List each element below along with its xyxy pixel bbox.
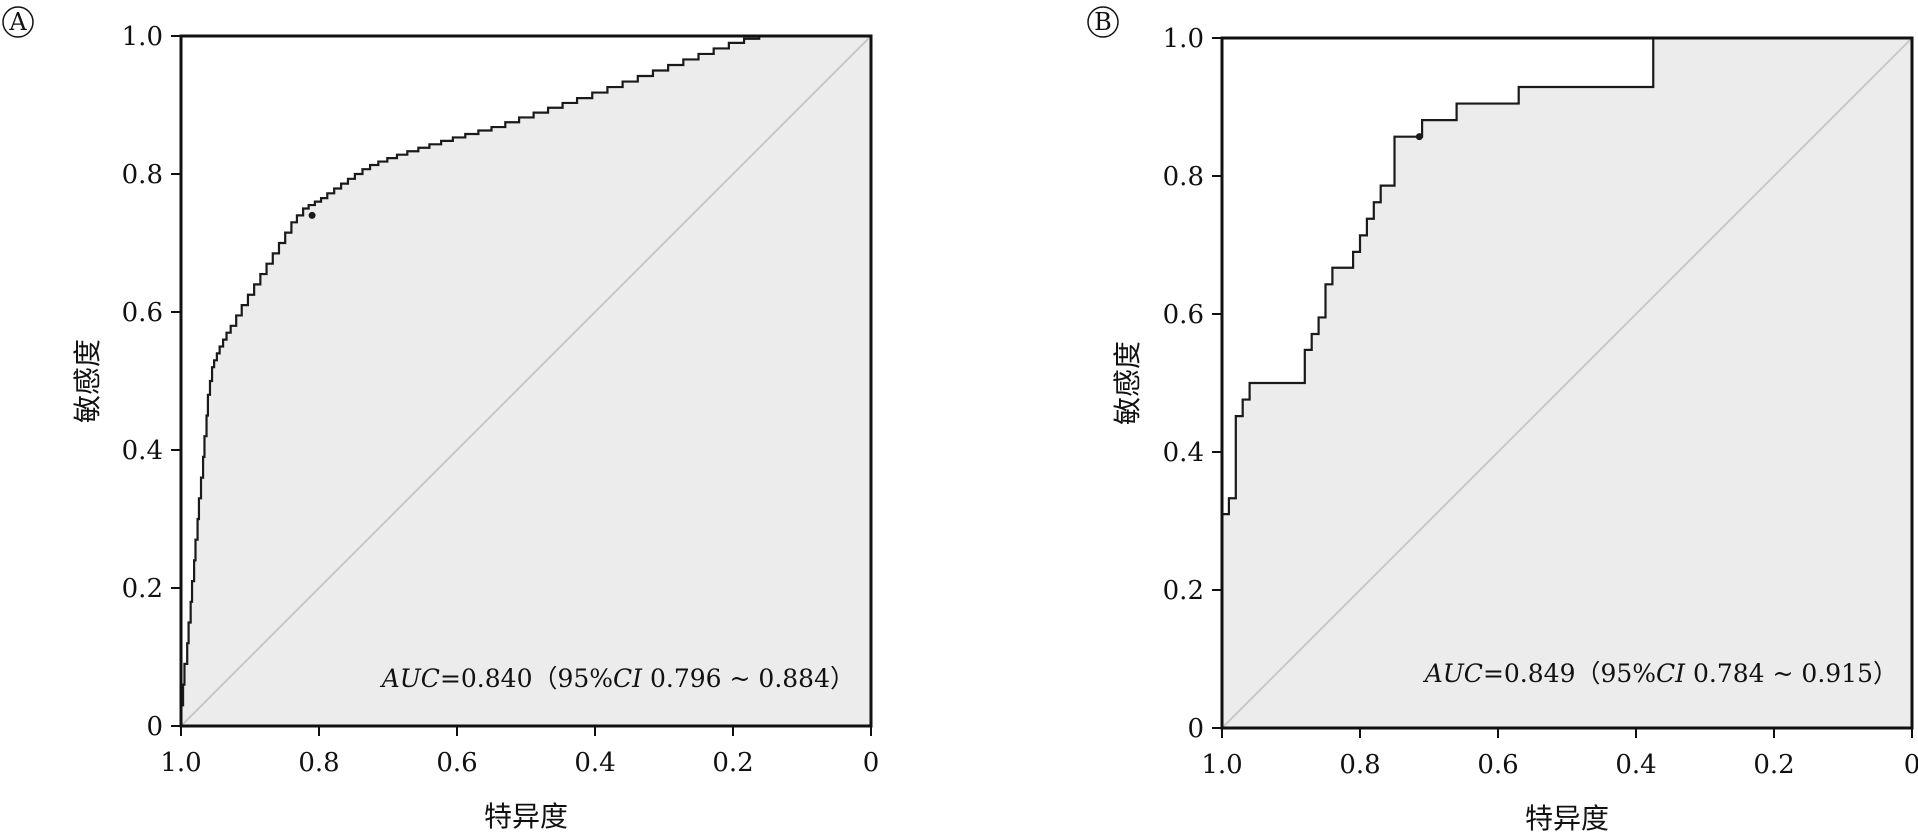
- x-tick-label: 0.6: [1477, 750, 1518, 780]
- x-tick-label: 0.2: [1753, 750, 1794, 780]
- auc-value: =0.840（95%: [440, 664, 613, 693]
- x-axis-title: 特异度: [1525, 802, 1609, 835]
- panel-label-text: A: [8, 8, 27, 36]
- x-tick-label: 0.6: [436, 748, 477, 778]
- x-tick-label: 1.0: [160, 748, 201, 778]
- ci-label: CI: [1656, 659, 1686, 688]
- ci-range: 0.784 ~ 0.915）: [1685, 659, 1898, 688]
- optimal-cutoff-point: [308, 211, 316, 219]
- y-tick-label: 0.6: [1163, 300, 1204, 330]
- x-tick-label: 1.0: [1201, 750, 1242, 780]
- panel-label-text: B: [1094, 8, 1112, 36]
- auc-annotation: AUC=0.849（95%CI 0.784 ~ 0.915）: [1423, 659, 1898, 688]
- y-tick-label: 0.4: [1163, 438, 1204, 468]
- panel-label: A: [2, 6, 34, 38]
- y-tick-label: 0.2: [122, 574, 163, 604]
- area-above-curve: [1222, 38, 1912, 728]
- x-axis-title: 特异度: [484, 800, 568, 833]
- plot-frame: [179, 34, 873, 728]
- roc-panel-b: B 1.0 0.8 0.6 0.4 0.2 0 0 0.2 0.4 0.6 0.8 1.0 特异度 敏感度 A…: [1087, 6, 1918, 835]
- panel-label-circle: [2, 6, 34, 38]
- reference-diagonal: [1221, 37, 1913, 729]
- ci-label: CI: [613, 664, 643, 693]
- auc-label: AUC: [1423, 659, 1483, 688]
- area-above-curve: [181, 36, 871, 726]
- y-tick-label: 0.8: [122, 160, 163, 190]
- y-tick-label: 0.8: [1163, 162, 1204, 192]
- y-tick-label: 1.0: [122, 22, 163, 52]
- roc-curve: [179, 34, 871, 726]
- x-tick-label: 0.8: [1339, 750, 1380, 780]
- x-tick-label: 0: [863, 748, 880, 778]
- optimal-cutoff-point: [1415, 133, 1423, 141]
- y-tick-label: 0.2: [1163, 576, 1204, 606]
- y-axis-title: 敏感度: [71, 339, 104, 423]
- x-tick-label: 0.8: [298, 748, 339, 778]
- panel-label: B: [1087, 6, 1119, 38]
- x-tick-label: 0.2: [712, 748, 753, 778]
- roc-curve: [1220, 36, 1912, 728]
- plot-frame: [1220, 36, 1914, 730]
- panel-label-circle: [1087, 6, 1119, 38]
- y-tick-label: 0.4: [122, 436, 163, 466]
- auc-annotation: AUC=0.840（95%CI 0.796 ~ 0.884）: [380, 664, 855, 693]
- reference-diagonal: [180, 35, 872, 727]
- y-tick-label: 1.0: [1163, 24, 1204, 54]
- x-tick-label: 0: [1904, 750, 1918, 780]
- x-tick-label: 0.4: [574, 748, 615, 778]
- auc-label: AUC: [380, 664, 440, 693]
- x-tick-label: 0.4: [1615, 750, 1656, 780]
- y-tick-label: 0: [146, 712, 163, 742]
- y-axis-title: 敏感度: [1111, 341, 1144, 425]
- auc-value: =0.849（95%: [1483, 659, 1656, 688]
- roc-panel-a: A 1.0 0.8 0.6 0.4 0.2 0 0 0.2 0.4 0.6 0.8 1.0 特异度 敏感度 A…: [2, 6, 880, 833]
- ci-range: 0.796 ~ 0.884）: [642, 664, 855, 693]
- y-tick-label: 0.6: [122, 298, 163, 328]
- y-tick-label: 0: [1187, 714, 1204, 744]
